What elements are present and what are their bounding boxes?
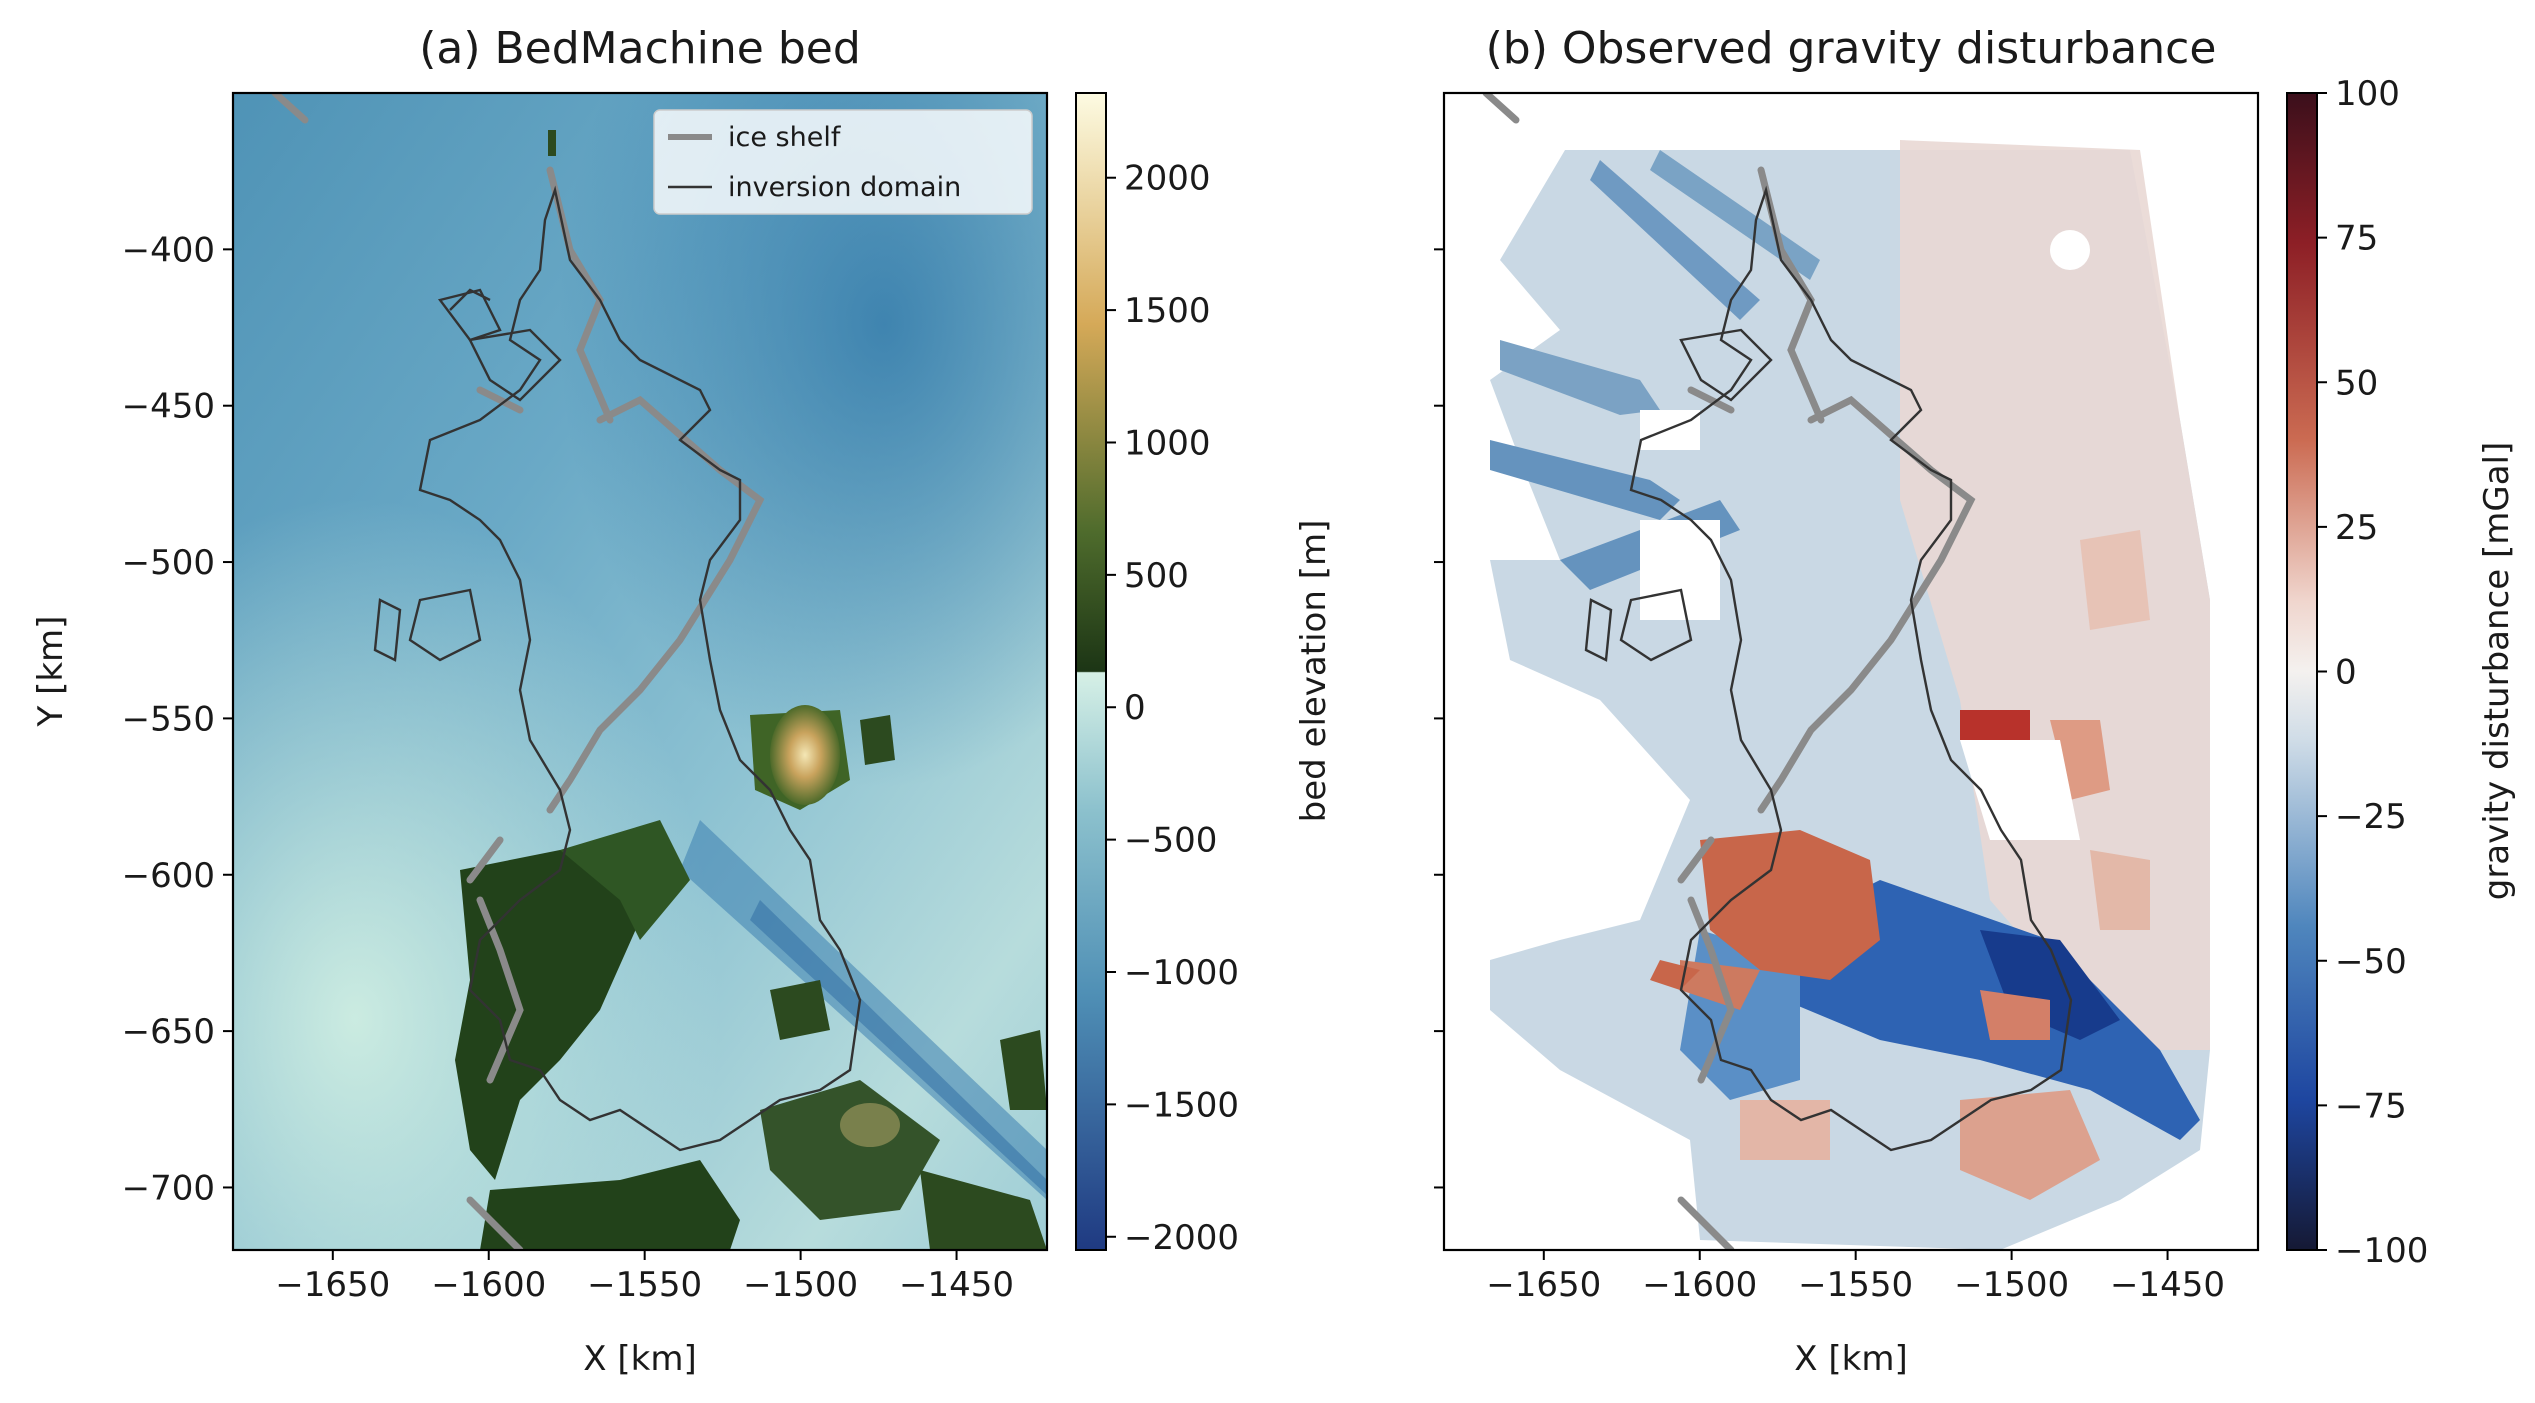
colorbar-tick-label: 50	[2335, 363, 2378, 403]
colorbar-bed-ticks: 2000 1500 1000 500 0 −500 −1000 −1500 −2000	[1106, 159, 1239, 1258]
bed-high-region	[455, 850, 640, 1180]
colorbar-tick-label: 75	[2335, 219, 2378, 259]
x-tick-label: −1450	[2110, 1265, 2225, 1305]
panel-b-title: (b) Observed gravity disturbance	[1486, 23, 2217, 74]
panel-b-yticks	[1434, 248, 1444, 1189]
colorbar-tick-label: 25	[2335, 508, 2378, 548]
legend-ice-shelf-label: ice shelf	[728, 122, 842, 153]
panel-a: ice shelf inversion domain (a) BedMachin…	[31, 23, 1049, 1379]
colorbar-tick-label: −1000	[1124, 953, 1239, 993]
colorbar-gravity-label: gravity disturbance [mGal]	[2477, 442, 2517, 901]
panel-b-xlabel: X [km]	[1794, 1339, 1907, 1379]
colorbar-tick-label: 1000	[1124, 423, 1211, 463]
colorbar-tick-label: 2000	[1124, 159, 1211, 199]
y-tick-label: −650	[122, 1012, 215, 1052]
panel-a-title: (a) BedMachine bed	[419, 23, 861, 74]
colorbar-tick-label: 500	[1124, 556, 1189, 596]
gravity-high-region	[1700, 830, 1880, 980]
y-tick-label: −500	[122, 543, 215, 583]
colorbar-tick-label: −25	[2335, 797, 2407, 837]
x-tick-label: −1500	[1954, 1265, 2069, 1305]
colorbar-tick-label: −50	[2335, 942, 2407, 982]
x-tick-label: −1600	[1642, 1265, 1757, 1305]
panel-a-ylabel: Y [km]	[31, 616, 71, 728]
colorbar-bed: 2000 1500 1000 500 0 −500 −1000 −1500 −2000 bed …	[1075, 92, 1334, 1258]
axes-frame-a	[231, 91, 1049, 1252]
colorbar-tick-label: 100	[2335, 74, 2400, 114]
y-tick-label: −600	[122, 856, 215, 896]
colorbar-tick-label: −1500	[1124, 1085, 1239, 1125]
colorbar-tick-label: −75	[2335, 1086, 2407, 1126]
x-tick-label: −1650	[1486, 1265, 1601, 1305]
legend-inversion-domain-label: inversion domain	[728, 172, 961, 203]
legend: ice shelf inversion domain	[653, 109, 1033, 215]
colorbar-tick-label: −100	[2335, 1231, 2428, 1271]
colorbar-gravity: 100 75 50 25 0 −25 −50 −75 −100 gravity disturba…	[2286, 74, 2517, 1271]
gravity-disturbance-field	[1444, 93, 2258, 1250]
panel-b-xticks: −1650 −1600 −1550 −1500 −1450	[1486, 1250, 2225, 1305]
x-tick-label: −1650	[275, 1265, 390, 1305]
y-tick-label: −550	[122, 699, 215, 739]
x-tick-label: −1600	[431, 1265, 546, 1305]
colorbar-gravity-ticks: 100 75 50 25 0 −25 −50 −75 −100	[2317, 74, 2428, 1271]
colorbar-tick-label: 0	[2335, 653, 2357, 693]
colorbar-tick-label: 1500	[1124, 291, 1211, 331]
colorbar-tick-label: −500	[1124, 821, 1217, 861]
colorbar-tick-label: 0	[1124, 688, 1146, 728]
panel-a-xticks: −1650 −1600 −1550 −1500 −1450	[275, 1250, 1014, 1305]
panel-a-yticks: −400 −450 −500 −550 −600 −650 −700	[122, 230, 233, 1208]
inversion-domain-outline-b	[1629, 185, 2073, 1152]
panel-a-xlabel: X [km]	[583, 1339, 696, 1379]
x-tick-label: −1550	[1798, 1265, 1913, 1305]
y-tick-label: −400	[122, 230, 215, 270]
bed-peak	[770, 705, 840, 805]
colorbar-bed-label: bed elevation [m]	[1294, 520, 1334, 823]
x-tick-label: −1550	[587, 1265, 702, 1305]
panel-b: (b) Observed gravity disturbance X [km] …	[1434, 23, 2260, 1379]
colorbar-tick-label: −2000	[1124, 1218, 1239, 1258]
inversion-domain-outline	[418, 185, 862, 1152]
bed-elevation-field	[233, 93, 1047, 1250]
y-tick-label: −450	[122, 387, 215, 427]
x-tick-label: −1450	[899, 1265, 1014, 1305]
axes-frame-b	[1442, 91, 2260, 1252]
x-tick-label: −1500	[743, 1265, 858, 1305]
y-tick-label: −700	[122, 1168, 215, 1208]
